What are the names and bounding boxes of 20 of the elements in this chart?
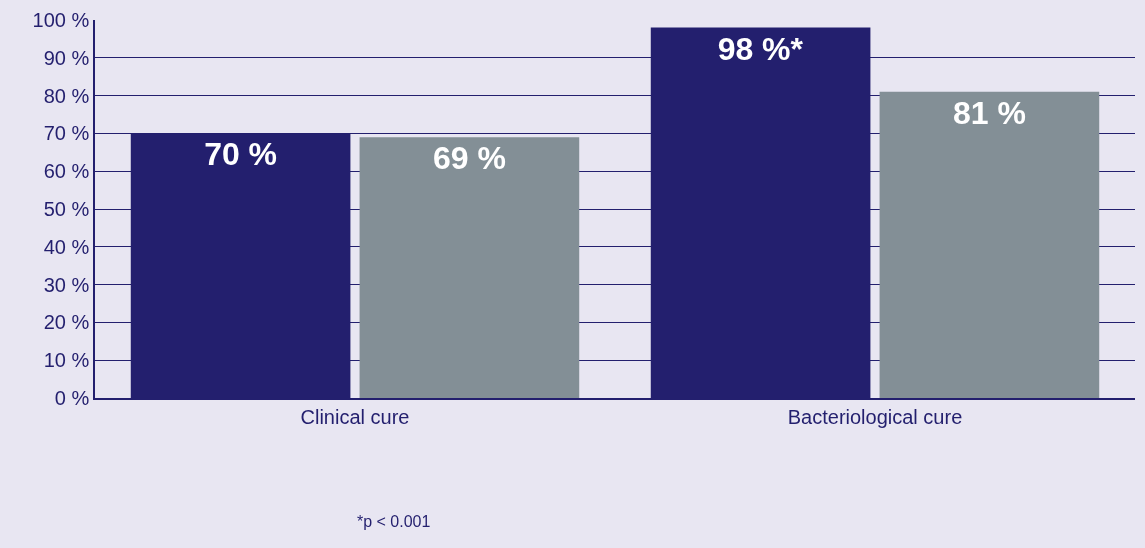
y-tick-label: 100 % xyxy=(32,9,90,31)
data-label: 98 %* xyxy=(717,30,804,67)
y-tick-label: 90 % xyxy=(43,46,90,69)
y-tick-label: 60 % xyxy=(43,160,90,183)
y-tick-label: 0 % xyxy=(54,387,90,409)
x-tick-label: Bacteriological cure xyxy=(787,405,963,428)
text: *p < 0.001 xyxy=(357,513,431,530)
y-tick-label: 70 % xyxy=(43,122,90,145)
y-tick-label: 10 % xyxy=(43,349,90,372)
y-tick-label: 50 % xyxy=(43,198,90,220)
y-tick-label: 40 % xyxy=(43,235,90,258)
data-label: 81 % xyxy=(952,94,1026,131)
data-label: 69 % xyxy=(432,140,506,177)
x-tick-label: Clinical cure xyxy=(300,405,410,428)
bar xyxy=(879,91,1100,398)
y-tick-label: 80 % xyxy=(43,84,90,107)
data-label: 70 % xyxy=(204,136,278,173)
y-tick-label: 30 % xyxy=(43,273,90,296)
bar xyxy=(359,137,580,398)
y-tick-label: 20 % xyxy=(43,311,90,334)
